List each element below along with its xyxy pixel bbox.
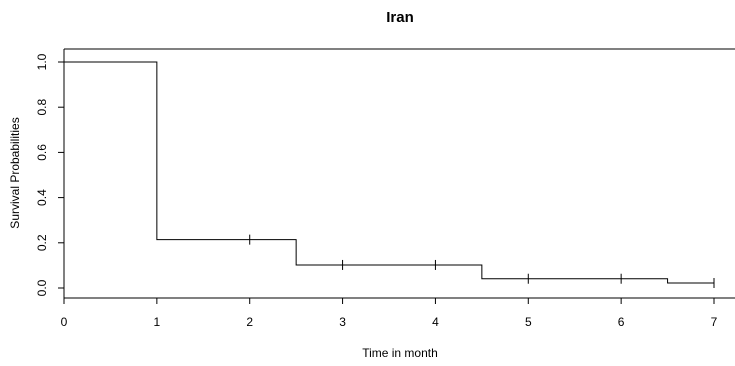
y-axis-label: Survival Probabilities <box>8 117 22 228</box>
x-tick-label: 1 <box>154 315 161 329</box>
y-tick-label: 0.6 <box>35 144 49 161</box>
x-tick-label: 0 <box>61 315 68 329</box>
y-tick-label: 0.0 <box>35 279 49 296</box>
x-tick-label: 4 <box>432 315 439 329</box>
y-tick-label: 0.8 <box>35 99 49 116</box>
chart-title: Iran <box>386 9 414 26</box>
y-tick-label: 0.4 <box>35 189 49 206</box>
series-layer <box>64 61 715 289</box>
x-axis: 0 1 2 3 4 5 6 7 <box>61 298 718 329</box>
x-axis-label: Time in month <box>362 346 438 360</box>
x-tick-label: 2 <box>246 315 253 329</box>
survival-step-line <box>64 61 714 284</box>
x-tick-label: 3 <box>339 315 346 329</box>
y-tick-label: 0.2 <box>35 234 49 251</box>
x-tick-label: 6 <box>618 315 625 329</box>
x-tick-label: 5 <box>525 315 532 329</box>
x-tick-label: 7 <box>711 315 718 329</box>
plot-box <box>63 48 735 299</box>
y-tick-label: 1.0 <box>35 53 49 70</box>
y-axis: 0.0 0.2 0.4 0.6 0.8 1.0 <box>35 53 64 296</box>
